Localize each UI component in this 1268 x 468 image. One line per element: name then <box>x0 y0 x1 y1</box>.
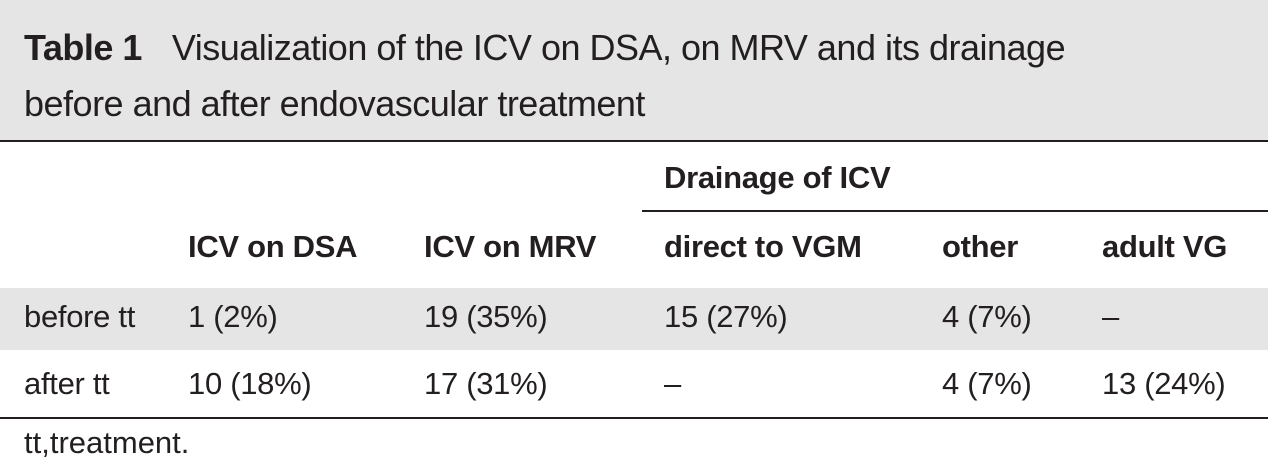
table-row-shading <box>0 288 1268 350</box>
table-cell: – <box>664 366 681 401</box>
table-footnote: tt,treatment. <box>24 425 190 460</box>
table-cell: 15 (27%) <box>664 299 788 334</box>
table-cell: 4 (7%) <box>942 366 1032 401</box>
group-header-rule <box>642 210 1268 212</box>
caption-line-1: Table 1 Visualization of the ICV on DSA, … <box>24 20 1268 76</box>
table-label: Table 1 <box>24 27 142 68</box>
table-cell: 10 (18%) <box>188 366 312 401</box>
table-caption: Table 1 Visualization of the ICV on DSA, … <box>0 0 1268 140</box>
table-cell: 19 (35%) <box>424 299 548 334</box>
column-header-direct-vgm: direct to VGM <box>664 229 862 264</box>
column-header-icv-mrv: ICV on MRV <box>424 229 597 264</box>
column-header-other: other <box>942 229 1019 264</box>
table-cell: 17 (31%) <box>424 366 548 401</box>
column-header-icv-dsa: ICV on DSA <box>188 229 358 264</box>
row-label: after tt <box>24 366 110 401</box>
table-cell: – <box>1102 299 1119 334</box>
caption-line-2: before and after endovascular treatment <box>24 83 645 124</box>
table-cell: 13 (24%) <box>1102 366 1226 401</box>
group-header-drainage: Drainage of ICV <box>664 160 891 195</box>
table-cell: 1 (2%) <box>188 299 278 334</box>
table-cell: 4 (7%) <box>942 299 1032 334</box>
caption-title: Visualization of the ICV on DSA, on MRV … <box>171 27 1066 68</box>
row-label: before tt <box>24 299 136 334</box>
table-top-rule <box>0 140 1268 142</box>
column-header-adult-vg: adult VG <box>1102 229 1228 264</box>
table-bottom-rule <box>0 417 1268 419</box>
